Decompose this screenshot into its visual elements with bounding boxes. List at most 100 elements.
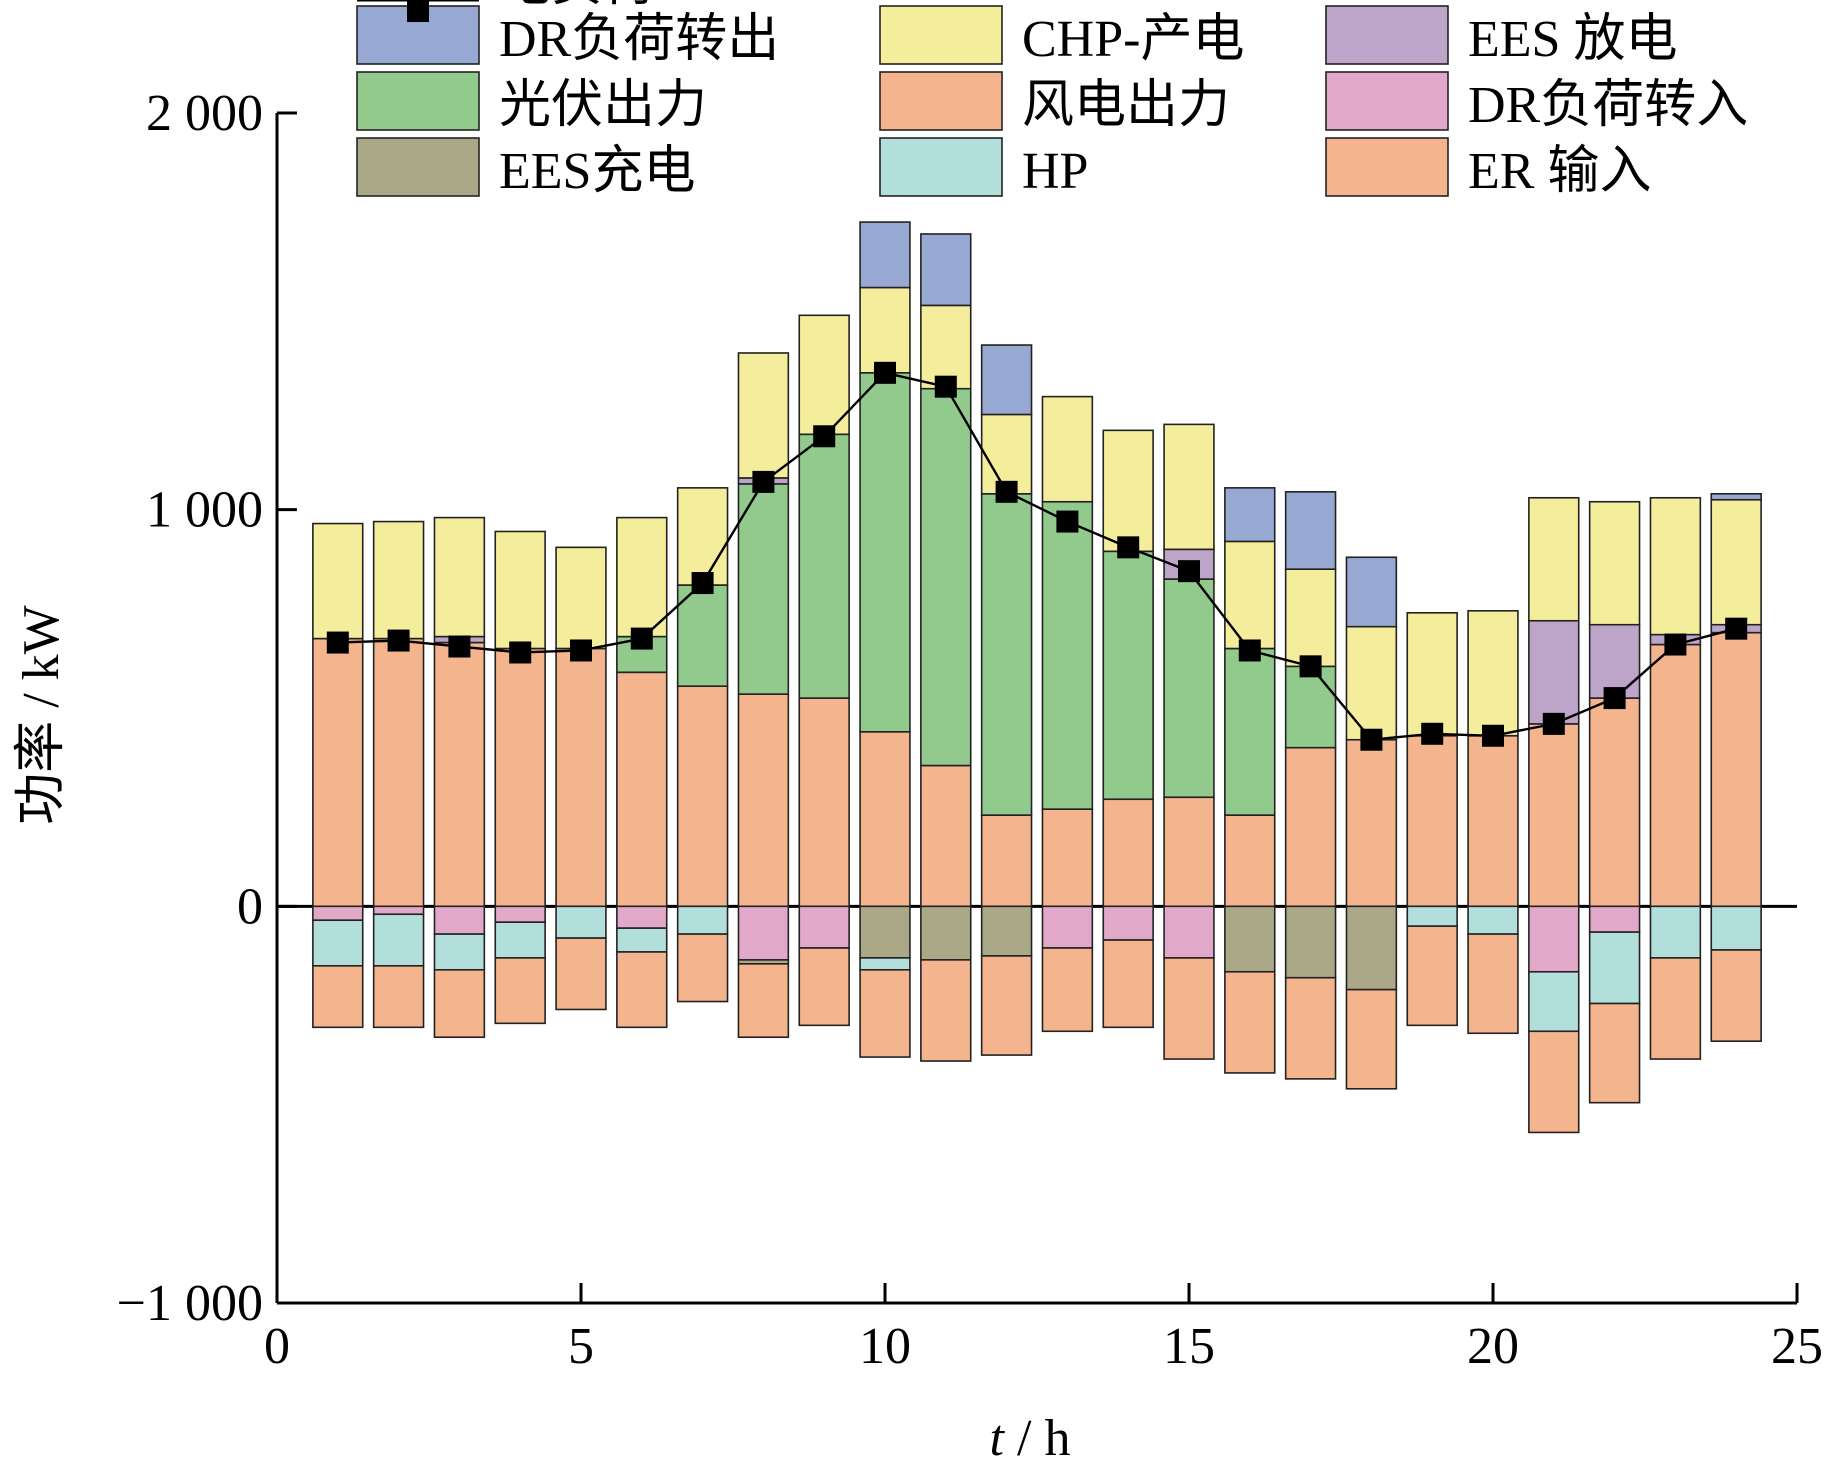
bar-pos-0-t13 — [1041, 808, 1094, 908]
bar-neg-2-t7 — [676, 905, 729, 935]
bar-neg-1-t18 — [1345, 905, 1398, 991]
bar-neg-0-t2 — [372, 905, 425, 916]
load-marker-t9 — [813, 425, 836, 448]
legend-swatch-8 — [1325, 137, 1449, 197]
bar-pos-1-t8 — [737, 483, 790, 695]
bar-neg-3-t5 — [555, 937, 607, 1011]
bar-neg-3-t18 — [1345, 988, 1398, 1090]
bar-neg-2-t3 — [433, 933, 486, 971]
bar-pos-0-t2 — [372, 637, 425, 908]
legend-label-1: CHP-产电 — [1022, 11, 1244, 68]
bar-pos-3-t2 — [372, 520, 425, 640]
bar-neg-0-t4 — [494, 905, 546, 923]
bar-neg-0-t8 — [737, 905, 790, 961]
bar-pos-3-t24 — [1710, 498, 1762, 626]
bar-pos-0-t14 — [1102, 798, 1154, 908]
bar-pos-4-t17 — [1284, 491, 1337, 570]
bar-pos-1-t17 — [1284, 665, 1337, 749]
bar-pos-1-t13 — [1041, 500, 1094, 810]
legend-swatch-2 — [1325, 5, 1449, 65]
bar-neg-0-t9 — [798, 905, 850, 949]
bar-pos-1-t14 — [1102, 550, 1154, 801]
bar-pos-3-t10 — [859, 286, 911, 374]
legend-label-0: DR负荷转出 — [499, 11, 779, 68]
bar-pos-3-t15 — [1163, 423, 1215, 551]
bar-pos-3-t21 — [1528, 496, 1580, 622]
y-tick-label-2: 1 000 — [146, 482, 263, 539]
load-marker-t24 — [1725, 617, 1748, 640]
legend-swatch-1 — [879, 5, 1003, 65]
load-marker-t8 — [752, 470, 775, 493]
legend-swatch-5 — [1325, 71, 1449, 131]
bar-pos-3-t5 — [555, 546, 607, 650]
load-marker-t7 — [691, 572, 714, 595]
negative-bars — [312, 905, 1762, 1134]
x-axis-title: t / h — [990, 1410, 1071, 1467]
bar-neg-3-t2 — [372, 965, 425, 1029]
x-tick-label-3: 15 — [1163, 1318, 1215, 1375]
bar-pos-3-t14 — [1102, 429, 1154, 553]
bar-pos-4-t16 — [1224, 487, 1276, 543]
bar-pos-3-t22 — [1588, 500, 1641, 626]
bar-pos-1-t12 — [980, 492, 1033, 816]
bar-pos-0-t24 — [1710, 631, 1762, 908]
bar-neg-3-t14 — [1102, 939, 1154, 1029]
bar-neg-3-t6 — [616, 951, 668, 1029]
legend-label-8: ER 输入 — [1468, 143, 1651, 200]
bar-pos-0-t7 — [676, 685, 729, 908]
load-marker-t4 — [509, 641, 532, 664]
bar-pos-3-t8 — [737, 352, 790, 479]
load-marker-t16 — [1238, 639, 1261, 662]
bar-neg-1-t10 — [859, 905, 911, 959]
legend-label-6: EES充电 — [499, 143, 695, 200]
x-axis-title-italic: t — [990, 1410, 1006, 1467]
bar-neg-3-t17 — [1284, 976, 1337, 1080]
bar-pos-0-t5 — [555, 647, 607, 908]
bar-pos-0-t22 — [1588, 697, 1641, 908]
bar-pos-3-t13 — [1041, 395, 1094, 503]
bar-neg-1-t12 — [980, 905, 1033, 957]
load-marker-t15 — [1178, 560, 1200, 583]
bar-pos-3-t4 — [494, 530, 546, 650]
bar-pos-0-t8 — [737, 693, 790, 908]
load-marker-t3 — [448, 635, 471, 658]
legend-label-5: DR负荷转入 — [1468, 77, 1748, 134]
load-marker-t11 — [934, 375, 957, 398]
x-tick-label-1: 5 — [568, 1318, 594, 1375]
load-marker-t13 — [1056, 510, 1079, 533]
bar-pos-0-t16 — [1224, 814, 1276, 908]
bar-neg-2-t20 — [1467, 905, 1519, 935]
bar-pos-2-t21 — [1528, 619, 1580, 725]
bar-neg-3-t15 — [1163, 957, 1215, 1060]
bar-pos-3-t12 — [980, 413, 1033, 495]
bar-pos-0-t11 — [920, 764, 972, 908]
bar-neg-3-t3 — [433, 968, 486, 1039]
bar-pos-1-t9 — [798, 433, 850, 699]
load-marker-t23 — [1664, 633, 1687, 656]
bar-pos-3-t9 — [798, 314, 850, 436]
legend-label-9: 电负荷 — [499, 0, 655, 12]
bar-pos-3-t19 — [1406, 611, 1458, 737]
bar-neg-2-t22 — [1588, 931, 1641, 1005]
bar-neg-2-t5 — [555, 905, 607, 939]
bar-neg-3-t8 — [737, 963, 790, 1039]
bar-pos-0-t6 — [616, 671, 668, 908]
bar-pos-4-t24 — [1710, 492, 1762, 501]
legend-marker-9 — [407, 0, 429, 22]
bar-pos-0-t9 — [798, 697, 850, 908]
x-tick-label-4: 20 — [1467, 1318, 1519, 1375]
bar-neg-0-t22 — [1588, 905, 1641, 933]
bar-neg-3-t9 — [798, 947, 850, 1027]
bar-pos-0-t4 — [494, 647, 546, 908]
load-marker-t10 — [874, 361, 896, 384]
bar-pos-3-t18 — [1345, 625, 1398, 741]
bar-pos-1-t16 — [1224, 647, 1276, 816]
bar-pos-0-t10 — [859, 730, 911, 908]
bar-pos-3-t16 — [1224, 540, 1276, 650]
bar-pos-0-t17 — [1284, 746, 1337, 908]
bar-pos-0-t20 — [1467, 734, 1519, 908]
bar-neg-1-t11 — [920, 905, 972, 961]
bar-neg-3-t22 — [1588, 1002, 1641, 1104]
